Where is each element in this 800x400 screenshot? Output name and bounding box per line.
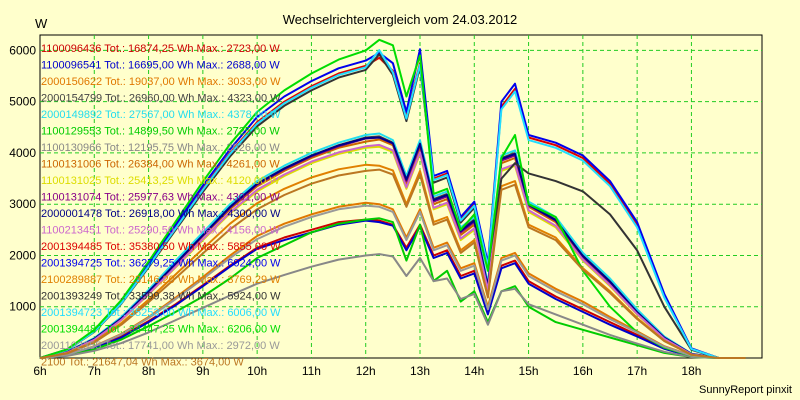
series-line-2000150622 bbox=[39, 201, 746, 359]
x-tick-label: 16h bbox=[573, 364, 593, 378]
legend-entry: 2000150622 Tot.: 19037,00 Wh Max.: 3033,… bbox=[41, 76, 281, 88]
legend-entry: 1100130966 Tot.: 12195,75 Wh Max.: 2026,… bbox=[41, 142, 280, 154]
legend: 1100096436 Tot.: 16874,25 Wh Max.: 2723,… bbox=[41, 43, 281, 369]
legend-entry: 2001393249 Tot.: 33599,38 Wh Max.: 5924,… bbox=[41, 291, 281, 303]
series-line-2001394487 bbox=[39, 38, 746, 359]
y-axis-label: W bbox=[35, 16, 48, 31]
series-line-2001394725 bbox=[39, 48, 746, 359]
chart-title: Wechselrichtervergleich vom 24.03.2012 bbox=[283, 12, 518, 27]
legend-entry: 2001394725 Tot.: 36279,25 Wh Max.: 6024,… bbox=[41, 258, 281, 270]
x-tick-label: 18h bbox=[681, 364, 701, 378]
y-tick-label: 1000 bbox=[9, 300, 36, 314]
legend-entry: 2001102355 Tot.: 17741,00 Wh Max.: 2972,… bbox=[41, 340, 280, 352]
y-tick-label: 3000 bbox=[9, 197, 36, 211]
legend-entry: 1100213451 Tot.: 25290,50 Wh Max.: 4156,… bbox=[41, 225, 280, 237]
legend-entry: 2100289887 Tot.: 23146,20 Wh Max.: 3769,… bbox=[41, 274, 281, 286]
y-tick-label: 2000 bbox=[9, 248, 36, 262]
legend-entry: 1100131025 Tot.: 25413,25 Wh Max.: 4120,… bbox=[41, 175, 280, 187]
legend-entry: 1100096436 Tot.: 16874,25 Wh Max.: 2723,… bbox=[41, 43, 280, 55]
series-lines bbox=[39, 38, 746, 359]
x-tick-label: 15h bbox=[519, 364, 539, 378]
series-line-1100129553 bbox=[39, 217, 746, 359]
legend-entry: 2000149892 Tot.: 27567,00 Wh Max.: 4378,… bbox=[41, 109, 281, 121]
legend-entry: 2100 Tot.: 21647,04 Wh Max.: 3674,00 W bbox=[41, 357, 244, 369]
legend-entry: 2001394487 Tot.: 34447,25 Wh Max.: 6206,… bbox=[41, 324, 281, 336]
series-line-2100 bbox=[39, 168, 746, 359]
x-tick-label: 6h bbox=[33, 364, 46, 378]
x-tick-label: 8h bbox=[142, 364, 155, 378]
x-tick-label: 10h bbox=[247, 364, 267, 378]
legend-entry: 2000154799 Tot.: 26960,00 Wh Max.: 4323,… bbox=[41, 93, 281, 105]
legend-entry: 1100129553 Tot.: 14899,50 Wh Max.: 2725,… bbox=[41, 126, 280, 138]
y-tick-labels: 1000 2000 3000 4000 5000 6000 bbox=[9, 43, 36, 313]
x-tick-label: 11h bbox=[302, 364, 321, 378]
chart-footer: SunnyReport pinxit bbox=[699, 384, 792, 396]
x-tick-label: 12h bbox=[356, 364, 376, 378]
legend-entry: 1100131006 Tot.: 26384,00 Wh Max.: 4261,… bbox=[41, 159, 280, 171]
series-line-2000001478 bbox=[39, 136, 746, 359]
x-tick-label: 9h bbox=[196, 364, 209, 378]
legend-entry: 2001394723 Tot.: 35253,00 Wh Max.: 6006,… bbox=[41, 307, 281, 319]
x-tick-label: 13h bbox=[410, 364, 430, 378]
legend-entry: 1100096541 Tot.: 16695,00 Wh Max.: 2688,… bbox=[41, 60, 280, 72]
y-tick-label: 5000 bbox=[9, 95, 36, 109]
x-tick-labels: 6h 7h 8h 9h 10h 11h 12h 13h 14h 15h 16h 17h 18h bbox=[33, 364, 701, 378]
y-tick-label: 4000 bbox=[9, 146, 36, 160]
x-tick-label: 7h bbox=[88, 364, 101, 378]
legend-entry: 2000001478 Tot.: 26918,00 Wh Max.: 4300,… bbox=[41, 208, 281, 220]
series-line-2100289887 bbox=[39, 163, 746, 359]
x-tick-label: 17h bbox=[627, 364, 647, 378]
x-tick-label: 14h bbox=[464, 364, 484, 378]
legend-entry: 1100131074 Tot.: 25977,63 Wh Max.: 4301,… bbox=[41, 192, 280, 204]
series-line-2001102355 bbox=[39, 204, 746, 359]
legend-entry: 2001394485 Tot.: 35380,50 Wh Max.: 5855,… bbox=[41, 241, 281, 253]
y-tick-label: 6000 bbox=[9, 43, 36, 57]
series-line-1100213451 bbox=[39, 143, 746, 359]
series-line-2000149892 bbox=[39, 132, 746, 359]
series-line-1100130966 bbox=[39, 253, 746, 359]
